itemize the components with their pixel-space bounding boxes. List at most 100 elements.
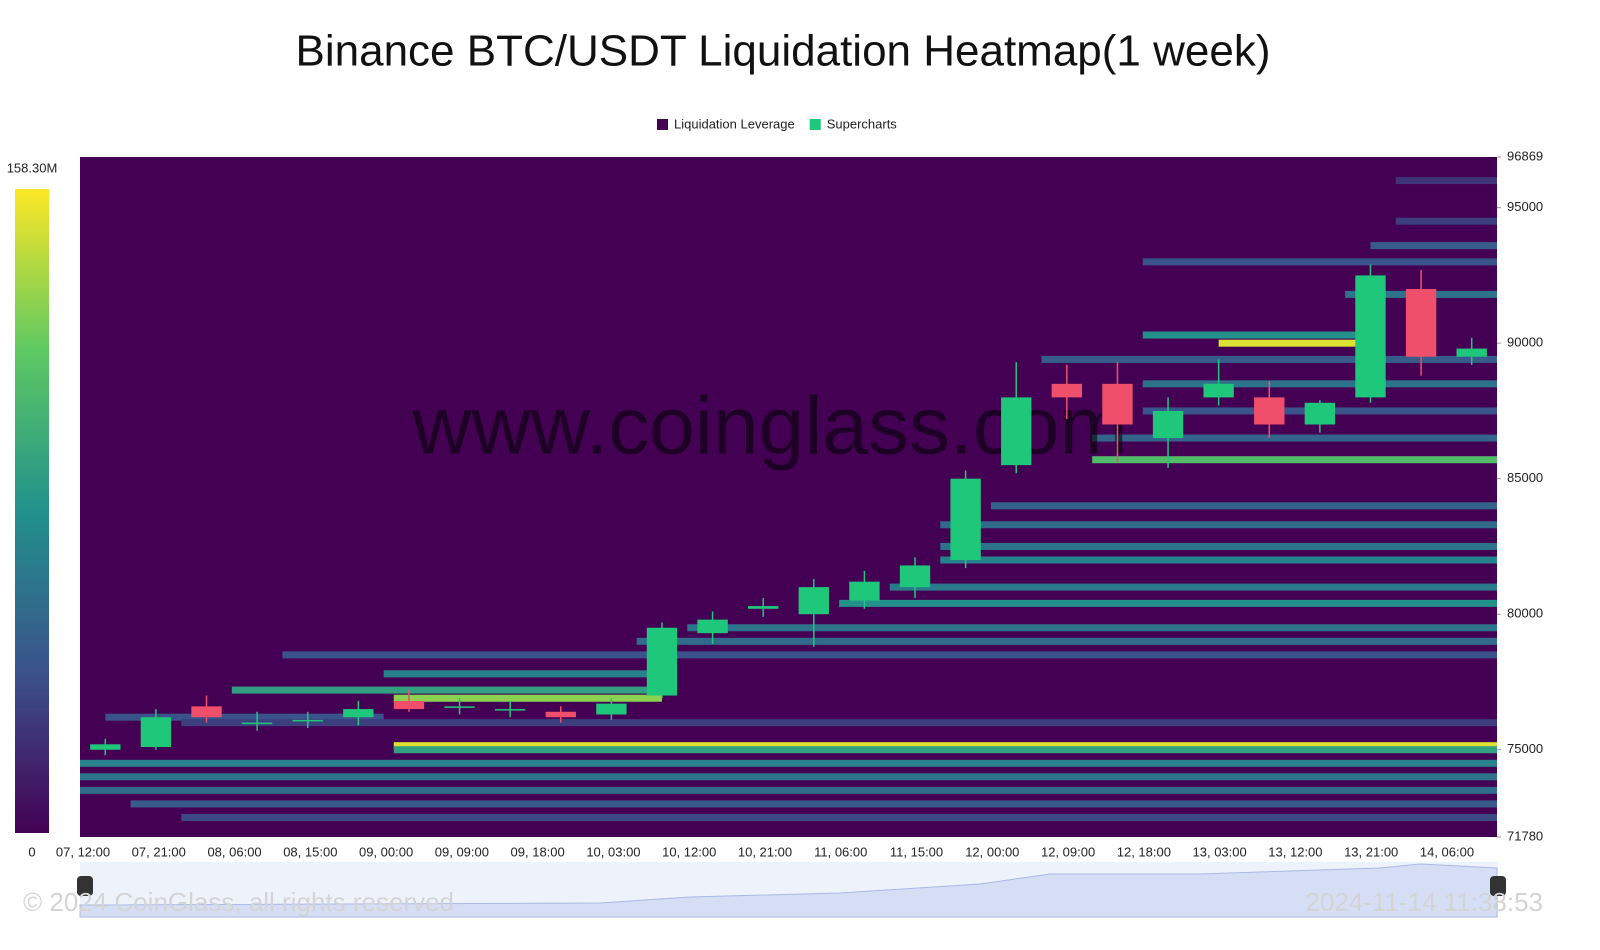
candle-body: [140, 717, 172, 748]
x-tick-label: 10, 12:00: [662, 844, 716, 859]
colorbar-max: 158.30M: [7, 160, 58, 175]
candle-body: [90, 744, 121, 750]
y-tick-label: 95000: [1507, 199, 1543, 214]
candle-body: [1405, 288, 1437, 357]
liquidation-band: [1142, 380, 1497, 388]
legend-swatch: [657, 119, 668, 130]
candle-body: [444, 706, 475, 708]
y-tick-label: 71780: [1507, 828, 1543, 843]
x-tick-label: 09, 09:00: [435, 844, 489, 859]
candle-body: [899, 565, 931, 588]
liquidation-band: [1395, 217, 1497, 225]
candle-body: [393, 700, 425, 710]
liquidation-band: [393, 746, 1497, 754]
legend-label: Liquidation Leverage: [674, 116, 795, 131]
candle-body: [1102, 383, 1133, 425]
candle-body: [343, 709, 374, 718]
candle-body: [798, 587, 829, 615]
y-tick-label: 90000: [1507, 335, 1543, 350]
candle-body: [1152, 410, 1184, 439]
colorbar: [15, 189, 49, 833]
y-tick-label: 96869: [1507, 148, 1543, 163]
liquidation-band: [181, 813, 1498, 821]
liquidation-band: [940, 542, 1497, 550]
candle-body: [1203, 383, 1234, 398]
candle-body: [596, 703, 627, 715]
x-tick-label: 12, 18:00: [1117, 844, 1171, 859]
liquidation-band: [636, 637, 1497, 645]
liquidation-band: [130, 800, 1497, 808]
liquidation-band: [282, 651, 1497, 659]
liquidation-band: [1142, 258, 1497, 266]
candle-body: [697, 619, 728, 634]
liquidation-band: [1370, 242, 1497, 250]
liquidation-band: [105, 713, 384, 721]
chart-title: Binance BTC/USDT Liquidation Heatmap(1 w…: [296, 27, 1271, 76]
liquidation-band: [1218, 339, 1371, 347]
liquidation-band: [1041, 355, 1497, 363]
candle-body: [950, 478, 981, 561]
candle-body: [849, 581, 880, 601]
y-tick-label: 80000: [1507, 606, 1543, 621]
liquidation-band: [181, 719, 1498, 727]
liquidation-band: [687, 624, 1497, 632]
legend-label: Supercharts: [827, 116, 898, 131]
candle-body: [1456, 348, 1487, 357]
copyright: © 2024 CoinGlass, all rights reserved: [23, 887, 454, 917]
x-tick-label: 07, 21:00: [132, 844, 186, 859]
liquidation-band: [1395, 177, 1497, 185]
x-tick-label: 08, 15:00: [283, 844, 337, 859]
x-tick-label: 09, 18:00: [511, 844, 565, 859]
navigator-area: [79, 863, 1498, 918]
x-tick-label: 10, 21:00: [738, 844, 792, 859]
legend-swatch: [809, 119, 821, 130]
liquidation-band: [80, 786, 1497, 794]
candle-body: [1304, 402, 1336, 425]
colorbar-min: 0: [28, 844, 35, 859]
candle-body: [241, 722, 273, 725]
x-tick-label: 13, 03:00: [1193, 844, 1247, 859]
candle-body: [748, 606, 779, 609]
liquidation-band: [1092, 434, 1497, 442]
x-tick-label: 09, 00:00: [359, 844, 413, 859]
y-tick-label: 85000: [1507, 470, 1543, 485]
liquidation-band: [231, 686, 662, 694]
liquidation-band: [889, 583, 1497, 591]
candle-body: [646, 627, 678, 696]
x-tick-label: 13, 12:00: [1268, 844, 1322, 859]
liquidation-band: [393, 742, 1497, 750]
liquidation-band: [80, 759, 1497, 767]
candle-body: [494, 709, 526, 711]
liquidation-band: [80, 773, 1497, 781]
liquidation-band: [1092, 456, 1497, 464]
liquidation-band: [393, 694, 662, 702]
liquidation-band: [940, 521, 1497, 529]
candle-body: [1001, 397, 1032, 466]
candle-body: [191, 706, 222, 718]
x-tick-label: 07, 12:00: [56, 844, 110, 859]
liquidation-band: [1142, 331, 1371, 339]
x-tick-label: 10, 03:00: [586, 844, 640, 859]
y-tick-label: 75000: [1507, 741, 1543, 756]
x-tick-label: 11, 15:00: [890, 844, 943, 859]
x-tick-label: 14, 06:00: [1420, 844, 1474, 859]
x-tick-label: 13, 21:00: [1344, 844, 1398, 859]
x-tick-label: 12, 00:00: [965, 844, 1019, 859]
liquidation-band: [383, 670, 662, 678]
candle-body: [545, 711, 576, 718]
x-tick-label: 11, 06:00: [814, 844, 867, 859]
liquidation-band: [990, 502, 1497, 510]
x-tick-label: 12, 09:00: [1041, 844, 1095, 859]
liquidation-band: [839, 599, 1497, 607]
navigator-handle[interactable]: [1490, 876, 1506, 896]
liquidation-band: [940, 556, 1497, 564]
x-tick-label: 08, 06:00: [207, 844, 261, 859]
navigator-handle[interactable]: [77, 876, 93, 896]
candle-body: [292, 719, 323, 722]
candle-body: [1051, 383, 1083, 398]
candle-body: [1355, 275, 1386, 398]
plot-area: www.coinglass.com: [80, 157, 1498, 837]
candle-body: [1254, 397, 1285, 425]
timestamp: 2024-11-14 11:38:53: [1305, 887, 1543, 917]
